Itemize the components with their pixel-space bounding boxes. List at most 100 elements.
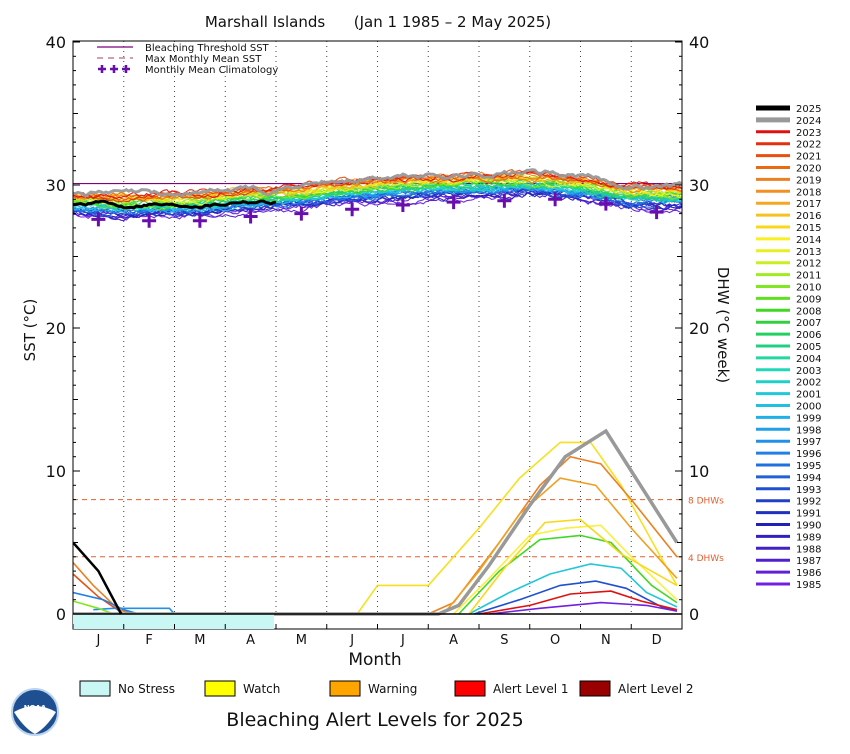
y-tick-label-right: 30 bbox=[689, 176, 709, 195]
dhw-2024-line bbox=[73, 428, 679, 616]
noaa-logo: NOAA bbox=[11, 688, 59, 736]
y-axis-left-label: SST (°C) bbox=[21, 299, 39, 362]
year-legend-label: 2002 bbox=[796, 378, 821, 389]
climatology-marker bbox=[598, 196, 613, 211]
y-tick-label-left: 20 bbox=[46, 319, 66, 338]
year-legend-label: 1986 bbox=[796, 568, 821, 579]
year-legend-label: 2013 bbox=[796, 247, 821, 258]
x-tick-label: A bbox=[246, 633, 255, 648]
alert-legend-swatch bbox=[579, 680, 611, 697]
climatology-markers bbox=[91, 192, 664, 228]
climatology-marker bbox=[395, 198, 410, 213]
sst-series-line bbox=[73, 183, 682, 214]
year-legend-label: 1993 bbox=[796, 485, 821, 496]
year-legend-label: 1988 bbox=[796, 544, 821, 555]
year-legend-label: 2004 bbox=[796, 354, 821, 365]
dhw-series-line bbox=[489, 601, 678, 615]
plot-frame bbox=[72, 40, 683, 630]
year-legend-label: 2023 bbox=[796, 128, 821, 139]
year-legend-label: 1997 bbox=[796, 437, 821, 448]
year-legend-label: 1990 bbox=[796, 521, 821, 532]
dhw-series-line bbox=[73, 561, 135, 615]
x-tick-label: A bbox=[449, 633, 458, 648]
year-legend-label: 2015 bbox=[796, 223, 821, 234]
year-legend-label: 2010 bbox=[796, 283, 821, 294]
year-legend-label: 2018 bbox=[796, 187, 821, 198]
alert-legend-label: Alert Level 1 bbox=[493, 682, 569, 696]
dhw-series-line bbox=[468, 563, 678, 615]
noaa-logo-text: NOAA bbox=[24, 704, 47, 712]
dhw-series-line bbox=[468, 518, 678, 615]
legend-label: Max Monthly Mean SST bbox=[145, 54, 262, 65]
sst-series-band bbox=[73, 168, 682, 222]
sst-series-line bbox=[73, 190, 682, 219]
year-legend-label: 2012 bbox=[796, 259, 821, 270]
x-tick-label: N bbox=[601, 633, 611, 648]
dhw-series-line bbox=[73, 591, 140, 615]
y-tick-label-left: 40 bbox=[46, 33, 66, 52]
year-legend-label: 1992 bbox=[796, 497, 821, 508]
year-legend-label: 2019 bbox=[796, 175, 821, 186]
climatology-marker bbox=[497, 193, 512, 208]
y-axis-right-label: DHW (°C week) bbox=[714, 267, 732, 383]
x-tick-label: J bbox=[400, 633, 405, 648]
footer-title: Bleaching Alert Levels for 2025 bbox=[226, 709, 523, 731]
climatology-marker bbox=[446, 195, 461, 210]
x-axis-label: Month bbox=[348, 650, 401, 670]
year-legend-label: 1998 bbox=[796, 425, 821, 436]
dhw-series-line bbox=[478, 590, 678, 615]
x-tick-label: M bbox=[194, 633, 205, 648]
dhw-series-line bbox=[73, 600, 114, 615]
year-legend-label: 1985 bbox=[796, 580, 821, 591]
climatology-marker bbox=[345, 202, 360, 217]
y-tick-label-right: 20 bbox=[689, 319, 709, 338]
y-tick-label-left: 0 bbox=[56, 605, 66, 624]
dhw-2025-line bbox=[73, 541, 123, 615]
x-tick-label: O bbox=[550, 633, 560, 648]
climatology-marker bbox=[649, 205, 664, 220]
x-tick-label: S bbox=[500, 633, 508, 648]
alert-legend-label: Alert Level 2 bbox=[618, 682, 694, 696]
year-legend-label: 2020 bbox=[796, 164, 821, 175]
alert-legend-label: Warning bbox=[368, 682, 417, 696]
y-tick-label-right: 0 bbox=[689, 605, 699, 624]
legend-plus-swatch bbox=[98, 65, 106, 73]
alert-legend-swatch bbox=[329, 680, 361, 697]
climatology-marker bbox=[142, 213, 157, 228]
year-legend-label: 2005 bbox=[796, 342, 821, 353]
y-tick-label-right: 40 bbox=[689, 33, 709, 52]
year-legend-label: 2009 bbox=[796, 294, 821, 305]
year-legend-label: 2024 bbox=[796, 116, 821, 127]
year-legend-label: 2001 bbox=[796, 390, 821, 401]
x-tick-label: D bbox=[652, 633, 662, 648]
year-legend-label: 1996 bbox=[796, 449, 821, 460]
climatology-marker bbox=[91, 212, 106, 227]
month-gridlines bbox=[123, 41, 632, 614]
alert-legend-swatch bbox=[454, 680, 486, 697]
climatology-marker bbox=[243, 209, 258, 224]
year-legend-label: 2014 bbox=[796, 235, 821, 246]
year-legend-label: 2011 bbox=[796, 271, 821, 282]
dhw-guide-lines: 8 DHWs 4 DHWs bbox=[73, 182, 724, 564]
climatology-marker bbox=[192, 213, 207, 228]
sst-series-line bbox=[73, 187, 682, 221]
chart-title: Marshall Islands (Jan 1 1985 – 2 May 202… bbox=[205, 13, 551, 31]
alert-legend-swatch bbox=[79, 680, 111, 697]
dhw-guide-label: 4 DHWs bbox=[688, 554, 724, 564]
alert-bar-no-stress bbox=[73, 614, 274, 629]
year-legend-label: 2007 bbox=[796, 318, 821, 329]
x-tick-label: F bbox=[145, 633, 152, 648]
dhw-series-line bbox=[356, 441, 678, 615]
y-tick-label-right: 10 bbox=[689, 462, 709, 481]
sst-series-line bbox=[73, 174, 682, 206]
year-legend-label: 2016 bbox=[796, 211, 821, 222]
dhw-series-line bbox=[453, 524, 678, 615]
dhw-series-line bbox=[442, 477, 678, 615]
year-legend-label: 1991 bbox=[796, 509, 821, 520]
alert-legend-label: No Stress bbox=[118, 682, 175, 696]
climatology-marker bbox=[548, 192, 563, 207]
year-legend-label: 1999 bbox=[796, 413, 821, 424]
year-legend-label: 2008 bbox=[796, 306, 821, 317]
dhw-series-line bbox=[93, 607, 176, 615]
